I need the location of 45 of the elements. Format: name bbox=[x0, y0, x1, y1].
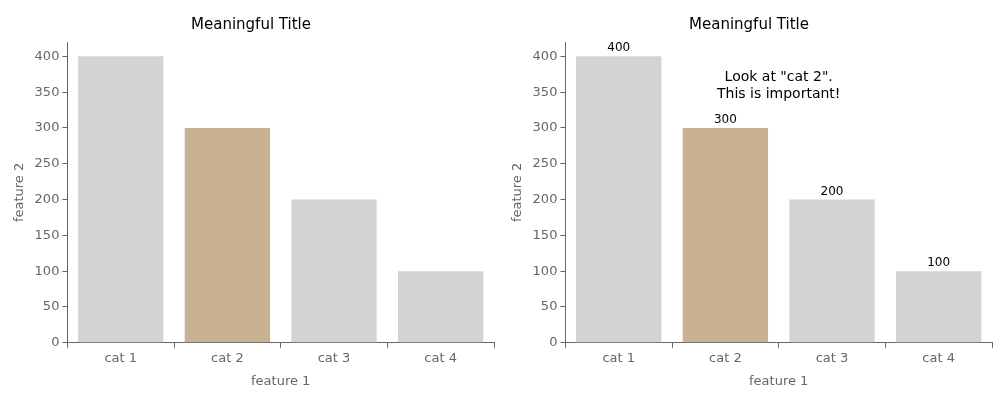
bar bbox=[184, 127, 271, 343]
y-axis-title: feature 2 bbox=[509, 162, 525, 223]
bar bbox=[576, 56, 662, 343]
bar bbox=[682, 127, 769, 343]
y-tick-label: 50 bbox=[42, 298, 60, 314]
bar bbox=[896, 271, 982, 343]
y-tick-label: 400 bbox=[34, 47, 60, 63]
y-tick-label: 150 bbox=[532, 226, 558, 242]
bar bbox=[398, 271, 484, 343]
data-label: 200 bbox=[820, 183, 844, 198]
y-tick-label: 300 bbox=[34, 119, 60, 135]
x-tick-label: cat 4 bbox=[424, 349, 457, 365]
y-tick-label: 100 bbox=[34, 262, 60, 278]
y-tick-label: 250 bbox=[34, 155, 60, 171]
data-label: 400 bbox=[607, 40, 631, 55]
y-tick-label: 250 bbox=[532, 155, 558, 171]
x-tick-label: cat 3 bbox=[317, 349, 351, 365]
x-tick-label: cat 2 bbox=[709, 349, 742, 365]
data-label: 300 bbox=[713, 112, 737, 127]
y-tick-label: 200 bbox=[532, 190, 558, 206]
y-tick-label: 300 bbox=[532, 119, 558, 135]
data-label: 100 bbox=[927, 255, 951, 270]
x-axis-title: feature 1 bbox=[749, 372, 809, 388]
bar bbox=[789, 199, 875, 343]
chart-title: Meaningful Title bbox=[689, 14, 809, 33]
x-tick-label: cat 4 bbox=[922, 349, 955, 365]
x-axis-title: feature 1 bbox=[251, 372, 311, 388]
bar bbox=[78, 56, 164, 343]
x-tick-label: cat 1 bbox=[602, 349, 636, 365]
annotation: Look at "cat 2". This is important! bbox=[715, 67, 841, 101]
y-tick-label: 150 bbox=[34, 226, 60, 242]
bar bbox=[291, 199, 377, 343]
x-tick-label: cat 3 bbox=[815, 349, 849, 365]
y-tick-label: 0 bbox=[51, 334, 60, 350]
y-tick-label: 400 bbox=[532, 47, 558, 63]
y-tick-label: 100 bbox=[532, 262, 558, 278]
y-tick-label: 0 bbox=[549, 334, 558, 350]
x-tick-label: cat 1 bbox=[104, 349, 138, 365]
y-tick-label: 50 bbox=[540, 298, 558, 314]
y-tick-label: 350 bbox=[532, 83, 558, 99]
y-axis-title: feature 2 bbox=[11, 162, 27, 223]
chart-title: Meaningful Title bbox=[191, 14, 311, 33]
y-tick-label: 350 bbox=[34, 83, 60, 99]
y-tick-label: 200 bbox=[34, 190, 60, 206]
x-tick-label: cat 2 bbox=[211, 349, 244, 365]
